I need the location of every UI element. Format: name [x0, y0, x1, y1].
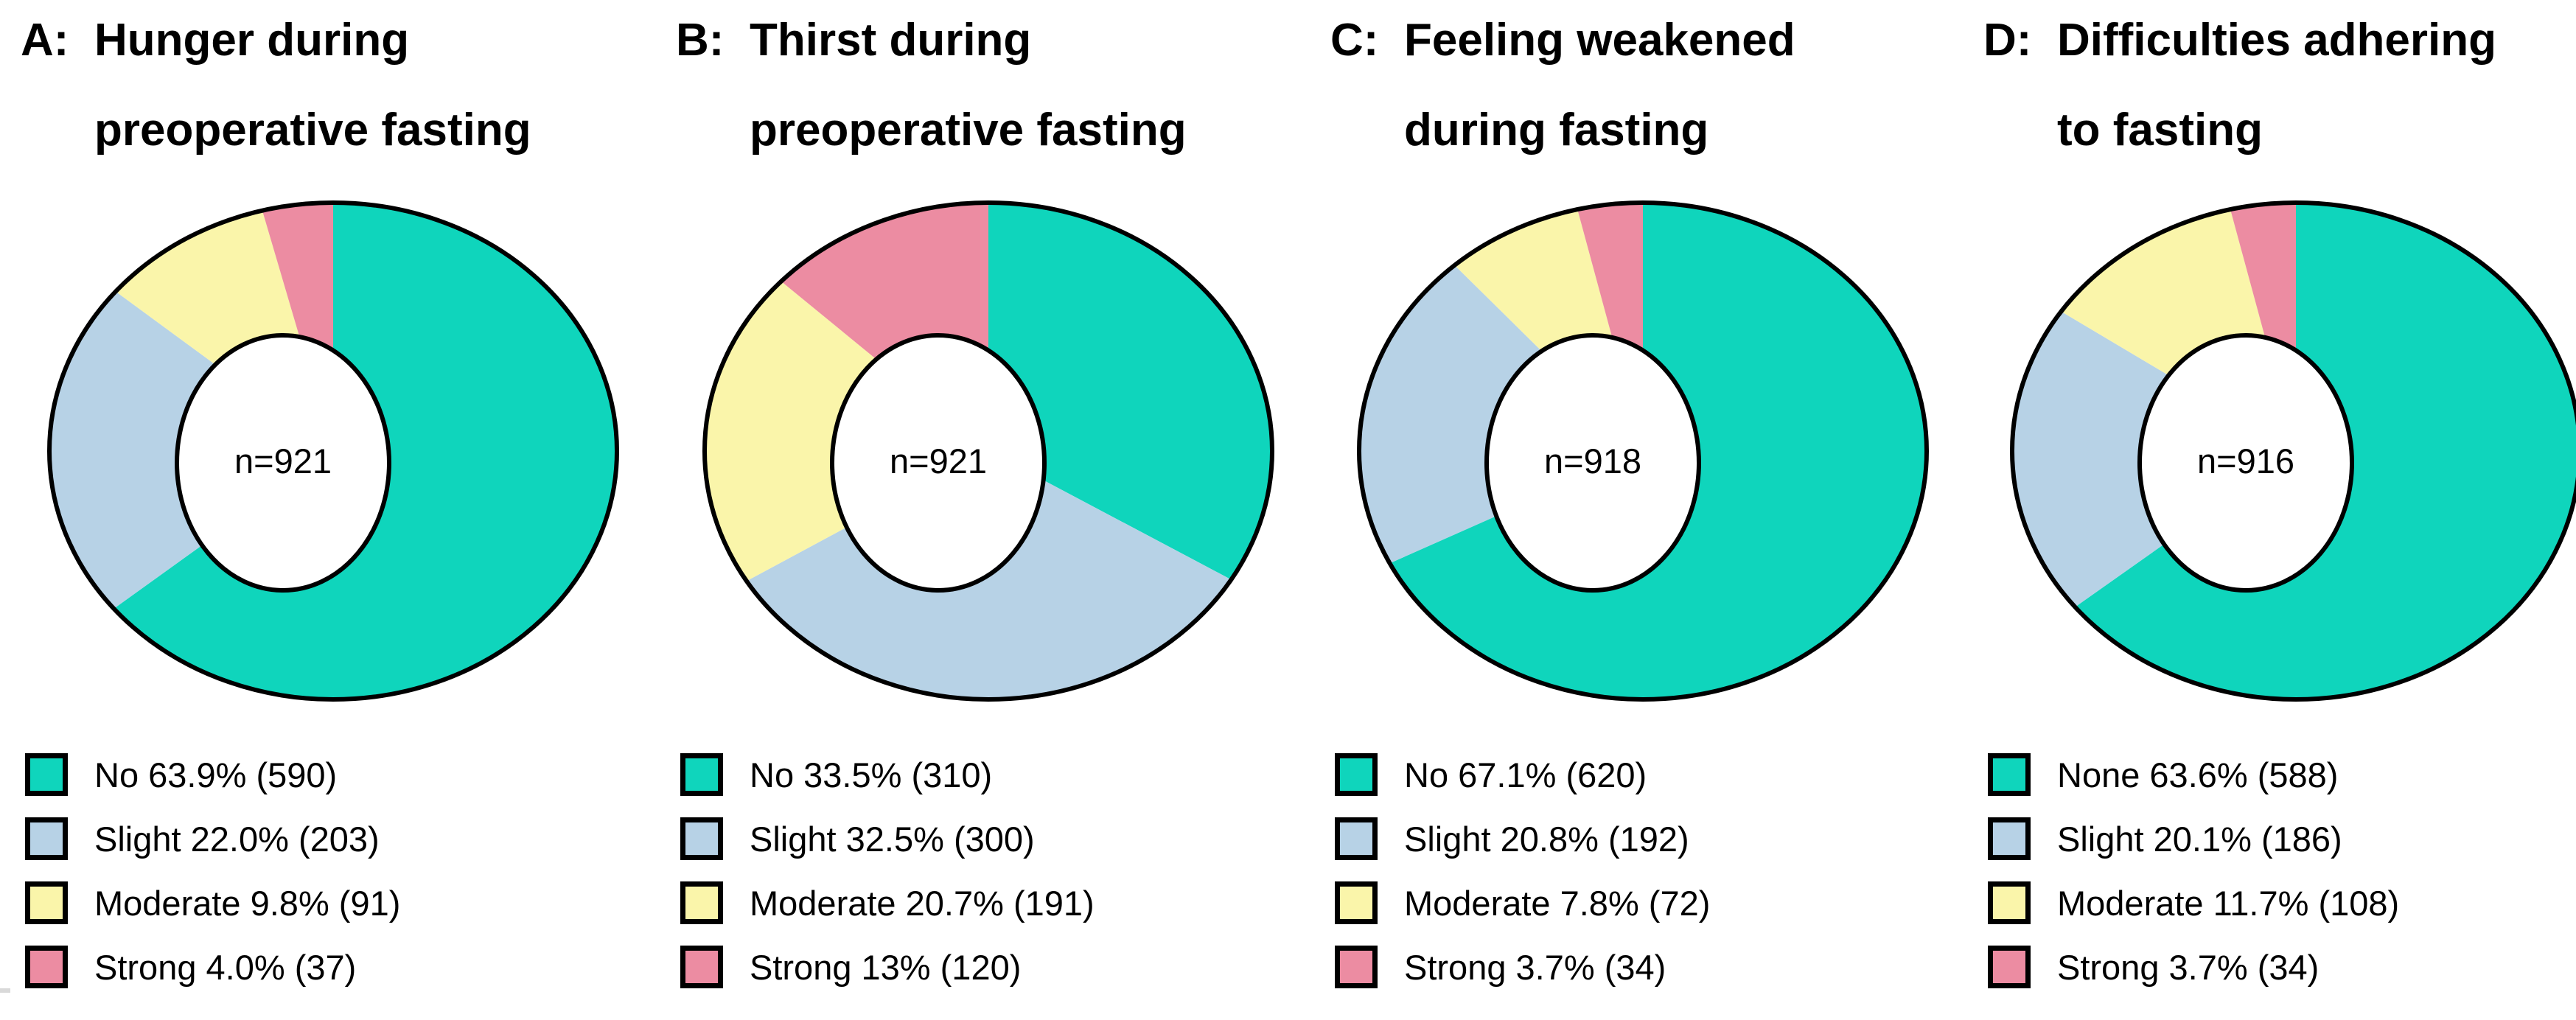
- legend-swatch-no: [25, 753, 68, 796]
- legend-swatch-slight: [1988, 817, 2031, 860]
- legend-item: Slight 20.1% (186): [1988, 817, 2399, 860]
- panel-d: D: Difficulties adhering to fasting n=91…: [1932, 0, 2576, 1020]
- donut-outline: [47, 200, 619, 702]
- legend-label: Slight 20.1% (186): [2057, 819, 2342, 859]
- legend: None 63.6% (588) Slight 20.1% (186) Mode…: [1988, 753, 2399, 1010]
- legend: No 33.5% (310) Slight 32.5% (300) Modera…: [680, 753, 1095, 1010]
- donut-hole: [175, 333, 391, 593]
- legend-swatch-moderate: [1988, 881, 2031, 924]
- legend-item: Slight 22.0% (203): [25, 817, 400, 860]
- legend-item: Moderate 11.7% (108): [1988, 881, 2399, 924]
- legend-label: Slight 20.8% (192): [1404, 819, 1689, 859]
- donut-chart: [2010, 200, 2576, 702]
- legend-item: Slight 20.8% (192): [1335, 817, 1710, 860]
- donut-hole: [2137, 333, 2354, 593]
- legend-swatch-moderate: [25, 881, 68, 924]
- legend-item: No 67.1% (620): [1335, 753, 1710, 796]
- legend-swatch-no: [1335, 753, 1378, 796]
- legend-label: Strong 3.7% (34): [1404, 947, 1666, 987]
- donut-outline: [2010, 200, 2576, 702]
- panel-letter: A:: [21, 15, 69, 66]
- legend-label: Moderate 11.7% (108): [2057, 883, 2400, 923]
- legend-swatch-no: [680, 753, 723, 796]
- panel-letter: C:: [1330, 15, 1379, 66]
- panel-letter: B:: [676, 15, 725, 66]
- panel-a-title: A: Hunger during preoperative fasting: [21, 0, 531, 175]
- panel-b: B: Thirst during preoperative fasting n=…: [644, 0, 1288, 1020]
- legend-item: Strong 3.7% (34): [1335, 946, 1710, 988]
- legend-label: Slight 22.0% (203): [94, 819, 380, 859]
- donut-center-label: n=921: [889, 441, 987, 481]
- legend-label: Moderate 7.8% (72): [1404, 883, 1711, 923]
- donut-outline: [1357, 200, 1929, 702]
- legend-item: No 33.5% (310): [680, 753, 1095, 796]
- panel-title-text: Hunger during preoperative fasting: [94, 15, 531, 156]
- legend-label: Strong 4.0% (37): [94, 947, 357, 987]
- legend-swatch-strong: [1988, 946, 2031, 988]
- legend-swatch-moderate: [680, 881, 723, 924]
- donut-center-label: n=918: [1543, 441, 1641, 481]
- slice-no: [988, 203, 1273, 580]
- donut-center-label: n=916: [2196, 441, 2294, 481]
- panel-c-title: C: Feeling weakened during fasting: [1330, 0, 1795, 175]
- panel-a: A: Hunger during preoperative fasting n=…: [0, 0, 644, 1020]
- legend-item: None 63.6% (588): [1988, 753, 2399, 796]
- panel-c: C: Feeling weakened during fasting n=918…: [1288, 0, 1932, 1020]
- legend-label: No 67.1% (620): [1404, 755, 1647, 794]
- donut-center-label: n=921: [234, 441, 332, 481]
- legend-label: No 63.9% (590): [94, 755, 338, 794]
- donut-chart: [47, 200, 619, 702]
- legend-label: Slight 32.5% (300): [750, 819, 1035, 859]
- legend-item: Moderate 20.7% (191): [680, 881, 1095, 924]
- legend-item: Slight 32.5% (300): [680, 817, 1095, 860]
- legend-swatch-strong: [680, 946, 723, 988]
- panel-title-text: Difficulties adhering to fasting: [2057, 15, 2496, 156]
- panel-letter: D:: [1983, 15, 2032, 66]
- panel-title-text: Thirst during preoperative fasting: [750, 15, 1187, 156]
- legend-label: Moderate 20.7% (191): [750, 883, 1095, 923]
- legend-swatch-slight: [680, 817, 723, 860]
- legend-label: Moderate 9.8% (91): [94, 883, 401, 923]
- donut-hole: [1484, 333, 1701, 593]
- legend-swatch-slight: [25, 817, 68, 860]
- scan-artifact: [0, 988, 10, 993]
- legend-swatch-slight: [1335, 817, 1378, 860]
- donut-hole: [830, 333, 1047, 593]
- donut-outline: [702, 200, 1274, 702]
- legend-item: Strong 3.7% (34): [1988, 946, 2399, 988]
- legend-label: No 33.5% (310): [750, 755, 993, 794]
- legend-item: Moderate 7.8% (72): [1335, 881, 1710, 924]
- legend-item: Strong 13% (120): [680, 946, 1095, 988]
- legend: No 63.9% (590) Slight 22.0% (203) Modera…: [25, 753, 400, 1010]
- panel-d-title: D: Difficulties adhering to fasting: [1983, 0, 2496, 175]
- legend-item: No 63.9% (590): [25, 753, 400, 796]
- legend-item: Moderate 9.8% (91): [25, 881, 400, 924]
- donut-chart: [1357, 200, 1929, 702]
- legend-swatch-moderate: [1335, 881, 1378, 924]
- donut-chart: [702, 200, 1274, 702]
- legend-swatch-none: [1988, 753, 2031, 796]
- legend-item: Strong 4.0% (37): [25, 946, 400, 988]
- legend-label: Strong 13% (120): [750, 947, 1022, 987]
- legend: No 67.1% (620) Slight 20.8% (192) Modera…: [1335, 753, 1710, 1010]
- legend-label: Strong 3.7% (34): [2057, 947, 2320, 987]
- panel-b-title: B: Thirst during preoperative fasting: [676, 0, 1187, 175]
- legend-swatch-strong: [25, 946, 68, 988]
- legend-swatch-strong: [1335, 946, 1378, 988]
- panel-title-text: Feeling weakened during fasting: [1404, 15, 1795, 156]
- legend-label: None 63.6% (588): [2057, 755, 2339, 794]
